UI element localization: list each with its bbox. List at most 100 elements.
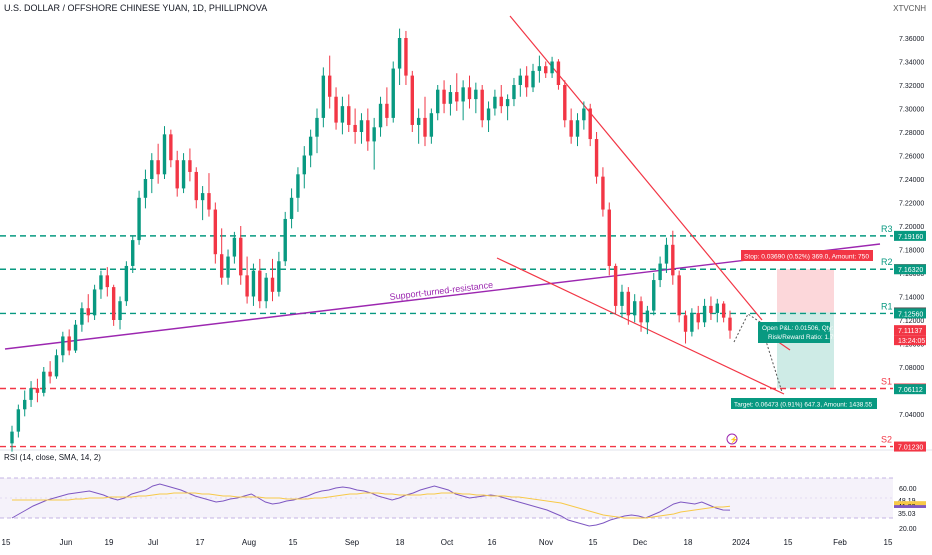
candle-body bbox=[544, 66, 548, 74]
candle-body bbox=[715, 303, 719, 313]
level-label-s1: S1 bbox=[881, 377, 892, 387]
rsi-lines bbox=[11, 483, 731, 527]
candle-body bbox=[690, 312, 694, 332]
candle-body bbox=[537, 66, 542, 71]
stop-label-box bbox=[741, 250, 873, 261]
candle-body bbox=[80, 308, 84, 325]
y-tick-label: 7.14000 bbox=[899, 295, 924, 302]
candle-body bbox=[16, 409, 21, 432]
level-label-r3: R3 bbox=[881, 224, 893, 234]
price-flag-text: 7.19160 bbox=[898, 234, 923, 241]
candle-body bbox=[48, 371, 52, 377]
candle-body bbox=[683, 315, 688, 332]
y-tick-label: 7.36000 bbox=[899, 36, 924, 43]
candle-body bbox=[137, 197, 141, 241]
candle-body bbox=[169, 134, 173, 161]
candle-body bbox=[302, 155, 306, 175]
candle-body bbox=[99, 275, 103, 290]
upper-wedge-line bbox=[509, 15, 763, 321]
trend-lines[interactable] bbox=[4, 15, 881, 395]
candle-body bbox=[594, 139, 599, 177]
candle-body bbox=[207, 193, 211, 210]
candle-body bbox=[353, 124, 357, 132]
candle-body bbox=[213, 209, 218, 255]
candle-body bbox=[728, 317, 732, 331]
y-tick-label: 7.16000 bbox=[899, 271, 924, 278]
candle-body bbox=[226, 256, 230, 278]
candles bbox=[10, 28, 732, 452]
candle-body bbox=[480, 89, 484, 121]
y-tick-label: 7.28000 bbox=[899, 130, 924, 137]
candle-body bbox=[404, 38, 408, 76]
candle-body bbox=[391, 68, 395, 118]
x-tick-label: 2024 bbox=[732, 538, 750, 547]
candle-body bbox=[429, 113, 434, 137]
price-flag-text: 7.12560 bbox=[898, 311, 923, 318]
position-label-line2: Risk/Reward Ratio: 1.75 bbox=[768, 334, 837, 341]
support-resistance-line bbox=[4, 243, 881, 350]
candle-body bbox=[378, 103, 383, 128]
candle-body bbox=[61, 336, 65, 356]
candle-body bbox=[442, 89, 446, 104]
level-label-s2: S2 bbox=[881, 435, 892, 445]
candle-body bbox=[150, 160, 154, 179]
countdown-flag bbox=[894, 335, 926, 346]
x-tick-label: 19 bbox=[105, 538, 114, 547]
candle-body bbox=[315, 117, 319, 137]
candle-body bbox=[327, 75, 332, 97]
candle-body bbox=[677, 275, 681, 316]
price-flag bbox=[894, 325, 926, 336]
x-tick-label: 17 bbox=[196, 538, 205, 547]
price-flag-text: 7.06112 bbox=[898, 387, 923, 394]
x-tick-label: Dec bbox=[633, 538, 647, 547]
chart-title: U.S. DOLLAR / OFFSHORE CHINESE YUAN, 1D,… bbox=[4, 3, 268, 13]
candle-body bbox=[194, 171, 198, 201]
candle-body bbox=[23, 399, 27, 410]
candle-body bbox=[131, 240, 135, 266]
candle-body bbox=[359, 120, 364, 132]
candle-body bbox=[550, 61, 554, 74]
price-flag-text: 7.01230 bbox=[898, 445, 923, 452]
candle-body bbox=[569, 120, 573, 137]
x-tick-label: 15 bbox=[2, 538, 11, 547]
x-tick-label: 18 bbox=[396, 538, 405, 547]
candle-body bbox=[486, 108, 491, 121]
candle-body bbox=[582, 108, 586, 121]
candle-body bbox=[493, 96, 497, 109]
candle-body bbox=[258, 270, 262, 302]
annotation-labels: Support-turned-resistance Stop: 0.03690 (… bbox=[389, 250, 877, 445]
candle-body bbox=[118, 301, 122, 320]
candle-body bbox=[696, 312, 700, 323]
candle-body bbox=[639, 301, 643, 323]
candle-body bbox=[181, 160, 186, 189]
x-tick-label: Jun bbox=[60, 538, 73, 547]
candle-body bbox=[366, 120, 370, 142]
price-flag bbox=[894, 384, 926, 395]
candle-body bbox=[200, 193, 205, 201]
y-tick-label: 7.32000 bbox=[899, 83, 924, 90]
candle-body bbox=[455, 92, 459, 102]
candle-body bbox=[626, 291, 631, 316]
target-label-box bbox=[731, 398, 877, 409]
candle-body bbox=[410, 75, 415, 125]
x-tick-label: 15 bbox=[784, 538, 793, 547]
y-tick-label: 7.20000 bbox=[899, 224, 924, 231]
candle-body bbox=[416, 117, 421, 125]
rsi-tick-label: 60.00 bbox=[899, 486, 917, 493]
rsi-series-line bbox=[12, 492, 731, 519]
rsi-flag bbox=[894, 494, 926, 505]
candle-body bbox=[283, 218, 287, 262]
rsi-title: RSI (14, close, SMA, 14, 2) bbox=[4, 453, 101, 462]
lower-wedge-line bbox=[496, 257, 785, 395]
candle-body bbox=[372, 127, 376, 142]
candle-body bbox=[423, 117, 427, 137]
candle-body bbox=[607, 209, 611, 266]
price-flag-text: 7.11137 bbox=[898, 328, 922, 335]
candle-body bbox=[296, 174, 300, 198]
candle-body bbox=[613, 265, 618, 306]
candle-body bbox=[219, 254, 224, 278]
time-axis: 15 Jun 19 Jul 17 Aug 15 Sep 18 Oct 16 Nov 15 Dec 18 202… bbox=[2, 538, 893, 547]
candle-body bbox=[340, 106, 345, 123]
candle-body bbox=[556, 61, 561, 85]
